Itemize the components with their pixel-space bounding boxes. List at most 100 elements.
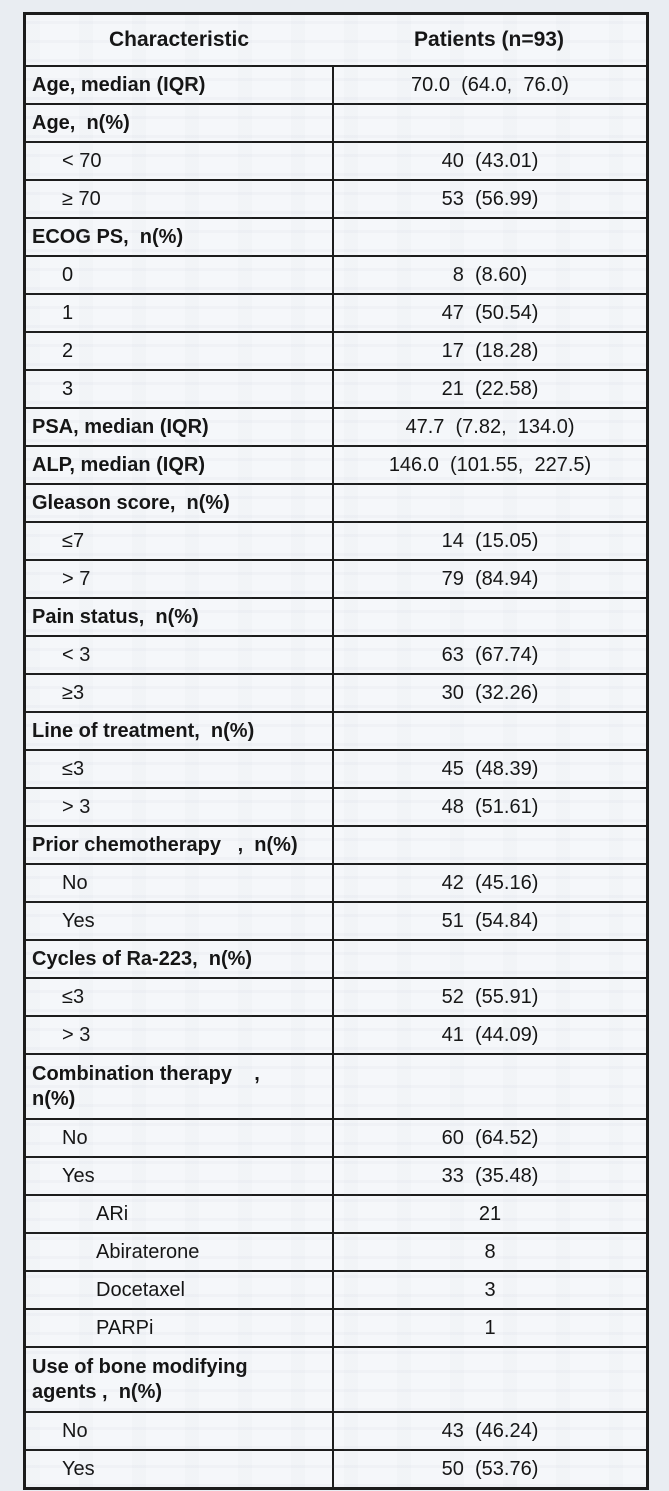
- table-row: Age, n(%): [26, 103, 646, 141]
- row-value: 30 (32.26): [332, 675, 646, 711]
- row-label: PARPi: [96, 1316, 154, 1339]
- row-value: [332, 599, 646, 635]
- row-label: Yes: [62, 1457, 95, 1480]
- row-value: [332, 219, 646, 255]
- table-row: Yes 50 (53.76): [26, 1449, 646, 1487]
- row-value: 79 (84.94): [332, 561, 646, 597]
- table-row: Abiraterone 8: [26, 1232, 646, 1270]
- table-row: ECOG PS, n(%): [26, 217, 646, 255]
- row-label: Gleason score, n(%): [32, 491, 230, 514]
- row-value: 1: [332, 1310, 646, 1346]
- table-row: No 42 (45.16): [26, 863, 646, 901]
- row-label: ≤7: [62, 529, 85, 552]
- table-row: PSA, median (IQR) 47.7 (7.82, 134.0): [26, 407, 646, 445]
- table-row: Combination therapy , n(%): [26, 1053, 646, 1118]
- row-label: < 70: [62, 149, 102, 172]
- row-label: Yes: [62, 1164, 95, 1187]
- table-row: No 60 (64.52): [26, 1118, 646, 1156]
- table-row: Yes 51 (54.84): [26, 901, 646, 939]
- row-value: 45 (48.39): [332, 751, 646, 787]
- row-label: Age, n(%): [32, 111, 130, 134]
- table-row: 1 47 (50.54): [26, 293, 646, 331]
- row-label: Pain status, n(%): [32, 605, 199, 628]
- row-label: ≥ 70: [62, 187, 101, 210]
- row-value: [332, 1348, 646, 1411]
- row-value: 3: [332, 1272, 646, 1308]
- row-label: > 3: [62, 1023, 91, 1046]
- table-row: ≥ 70 53 (56.99): [26, 179, 646, 217]
- table-header-row: Characteristic Patients (n=93): [26, 15, 646, 65]
- row-value: 33 (35.48): [332, 1158, 646, 1194]
- table-row: < 70 40 (43.01): [26, 141, 646, 179]
- row-label: No: [62, 1126, 88, 1149]
- row-value: 14 (15.05): [332, 523, 646, 559]
- row-value: 60 (64.52): [332, 1120, 646, 1156]
- row-label: 1: [62, 301, 74, 324]
- row-value: 47 (50.54): [332, 295, 646, 331]
- row-label: < 3: [62, 643, 91, 666]
- table-row: ALP, median (IQR) 146.0 (101.55, 227.5): [26, 445, 646, 483]
- row-value: [332, 827, 646, 863]
- table-row: < 3 63 (67.74): [26, 635, 646, 673]
- table-row: Cycles of Ra-223, n(%): [26, 939, 646, 977]
- row-label: ARi: [96, 1202, 129, 1225]
- table-row: No 43 (46.24): [26, 1411, 646, 1449]
- row-value: 41 (44.09): [332, 1017, 646, 1053]
- row-label: No: [62, 871, 88, 894]
- header-characteristic: Characteristic: [108, 27, 250, 51]
- table-row: Yes 33 (35.48): [26, 1156, 646, 1194]
- row-label: ≥3: [62, 681, 85, 704]
- row-label: Abiraterone: [96, 1240, 200, 1263]
- table-row: 2 17 (18.28): [26, 331, 646, 369]
- row-value: 21 (22.58): [332, 371, 646, 407]
- table-row: Use of bone modifying agents , n(%): [26, 1346, 646, 1411]
- row-label: Cycles of Ra-223, n(%): [32, 947, 253, 970]
- table-row: > 3 41 (44.09): [26, 1015, 646, 1053]
- table-row: ARi 21: [26, 1194, 646, 1232]
- row-label: Combination therapy , n(%): [32, 1062, 260, 1110]
- row-value: 8: [332, 1234, 646, 1270]
- row-value: 8 (8.60): [332, 257, 646, 293]
- row-value: [332, 485, 646, 521]
- row-label: ≤3: [62, 757, 85, 780]
- table-row: Line of treatment, n(%): [26, 711, 646, 749]
- row-value: 52 (55.91): [332, 979, 646, 1015]
- row-label: 2: [62, 339, 74, 362]
- row-label: Age, median (IQR): [32, 73, 206, 96]
- row-label: 0: [62, 263, 74, 286]
- row-label: > 7: [62, 567, 91, 590]
- row-label: 3: [62, 377, 74, 400]
- row-label: ≤3: [62, 985, 85, 1008]
- table-row: Gleason score, n(%): [26, 483, 646, 521]
- row-value: [332, 713, 646, 749]
- row-label: Prior chemotherapy , n(%): [32, 833, 298, 856]
- row-label: Yes: [62, 909, 95, 932]
- header-patients: Patients (n=93): [414, 27, 564, 51]
- table-row: 3 21 (22.58): [26, 369, 646, 407]
- row-value: 50 (53.76): [332, 1451, 646, 1487]
- row-label: Docetaxel: [96, 1278, 185, 1301]
- row-value: 146.0 (101.55, 227.5): [332, 447, 646, 483]
- row-label: ALP, median (IQR): [32, 453, 205, 476]
- row-value: 63 (67.74): [332, 637, 646, 673]
- row-value: 17 (18.28): [332, 333, 646, 369]
- row-label: No: [62, 1419, 88, 1442]
- table-row: Age, median (IQR) 70.0 (64.0, 76.0): [26, 65, 646, 103]
- row-value: 47.7 (7.82, 134.0): [332, 409, 646, 445]
- row-value: [332, 105, 646, 141]
- row-value: 21: [332, 1196, 646, 1232]
- row-label: > 3: [62, 795, 91, 818]
- table-row: Docetaxel 3: [26, 1270, 646, 1308]
- table-row: > 7 79 (84.94): [26, 559, 646, 597]
- table-row: ≥3 30 (32.26): [26, 673, 646, 711]
- table-row: ≤7 14 (15.05): [26, 521, 646, 559]
- row-label: Line of treatment, n(%): [32, 719, 255, 742]
- row-value: 53 (56.99): [332, 181, 646, 217]
- row-value: 42 (45.16): [332, 865, 646, 901]
- row-label: PSA, median (IQR): [32, 415, 209, 438]
- row-label: ECOG PS, n(%): [32, 225, 184, 248]
- table-row: > 3 48 (51.61): [26, 787, 646, 825]
- table-row: ≤3 52 (55.91): [26, 977, 646, 1015]
- row-value: 51 (54.84): [332, 903, 646, 939]
- characteristics-table: Characteristic Patients (n=93) Age, medi…: [23, 12, 649, 1490]
